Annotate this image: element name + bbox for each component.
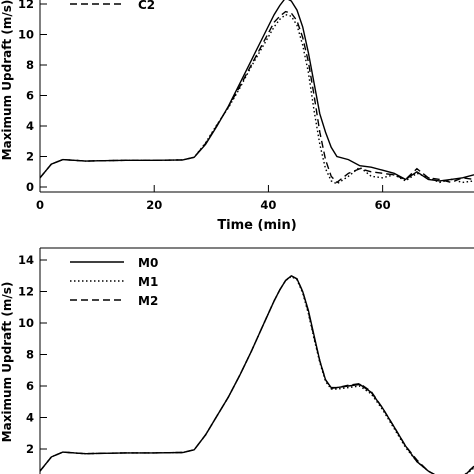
bottom-y-tick-label: 6 [26,379,34,393]
bottom-series-line-3 [39,274,474,474]
bottom-y-tick-label: 8 [26,348,34,362]
top-y-axis-label: Maximum Updraft (m/s) [0,0,14,160]
top-x-tick-label: 0 [36,198,44,212]
top-x-tick-label: 60 [375,198,391,212]
top-y-tick-label: 0 [26,180,34,194]
top-series-line-3 [39,10,474,184]
bottom-legend: M0 M1 M2 [70,256,158,308]
top-legend-label-3: C2 [138,0,155,12]
top-y-tick-label: 10 [18,28,34,42]
top-ticks: 0 2 4 6 8 10 12 0 20 40 60 [18,0,391,212]
bottom-panel: 2 4 6 8 10 12 14 M0 M1 M2 Maximum Updraft (m/s) [0,247,474,474]
top-y-tick-label: 6 [26,89,34,103]
top-series-line-2 [39,13,474,185]
bottom-y-tick-label: 14 [18,253,34,267]
bottom-y-axis-label: Maximum Updraft (m/s) [0,282,14,443]
top-y-tick-label: 12 [18,0,34,11]
bottom-legend-label-3: M2 [138,294,158,308]
bottom-y-tick-label: 10 [18,316,34,330]
bottom-series-line-1 [39,274,474,474]
bottom-series-line-2 [39,275,474,474]
bottom-y-tick-label: 4 [26,411,34,425]
top-series-line-1 [39,0,474,182]
top-x-tick-label: 40 [260,198,276,212]
bottom-legend-label-1: M0 [138,256,158,270]
top-legend: C2 [70,0,155,12]
top-panel: 0 2 4 6 8 10 12 0 20 40 60 C2 Time (min) Maximum U… [0,0,474,233]
bottom-series-group [39,274,474,474]
top-series-group [39,0,474,185]
top-x-tick-label: 20 [146,198,162,212]
bottom-legend-label-2: M1 [138,275,158,289]
top-y-tick-label: 4 [26,119,34,133]
bottom-y-tick-label: 2 [26,442,34,456]
top-y-tick-label: 2 [26,150,34,164]
top-y-tick-label: 8 [26,58,34,72]
top-x-axis-label: Time (min) [217,218,296,233]
bottom-y-tick-label: 12 [18,285,34,299]
bottom-ticks: 2 4 6 8 10 12 14 [18,253,47,456]
